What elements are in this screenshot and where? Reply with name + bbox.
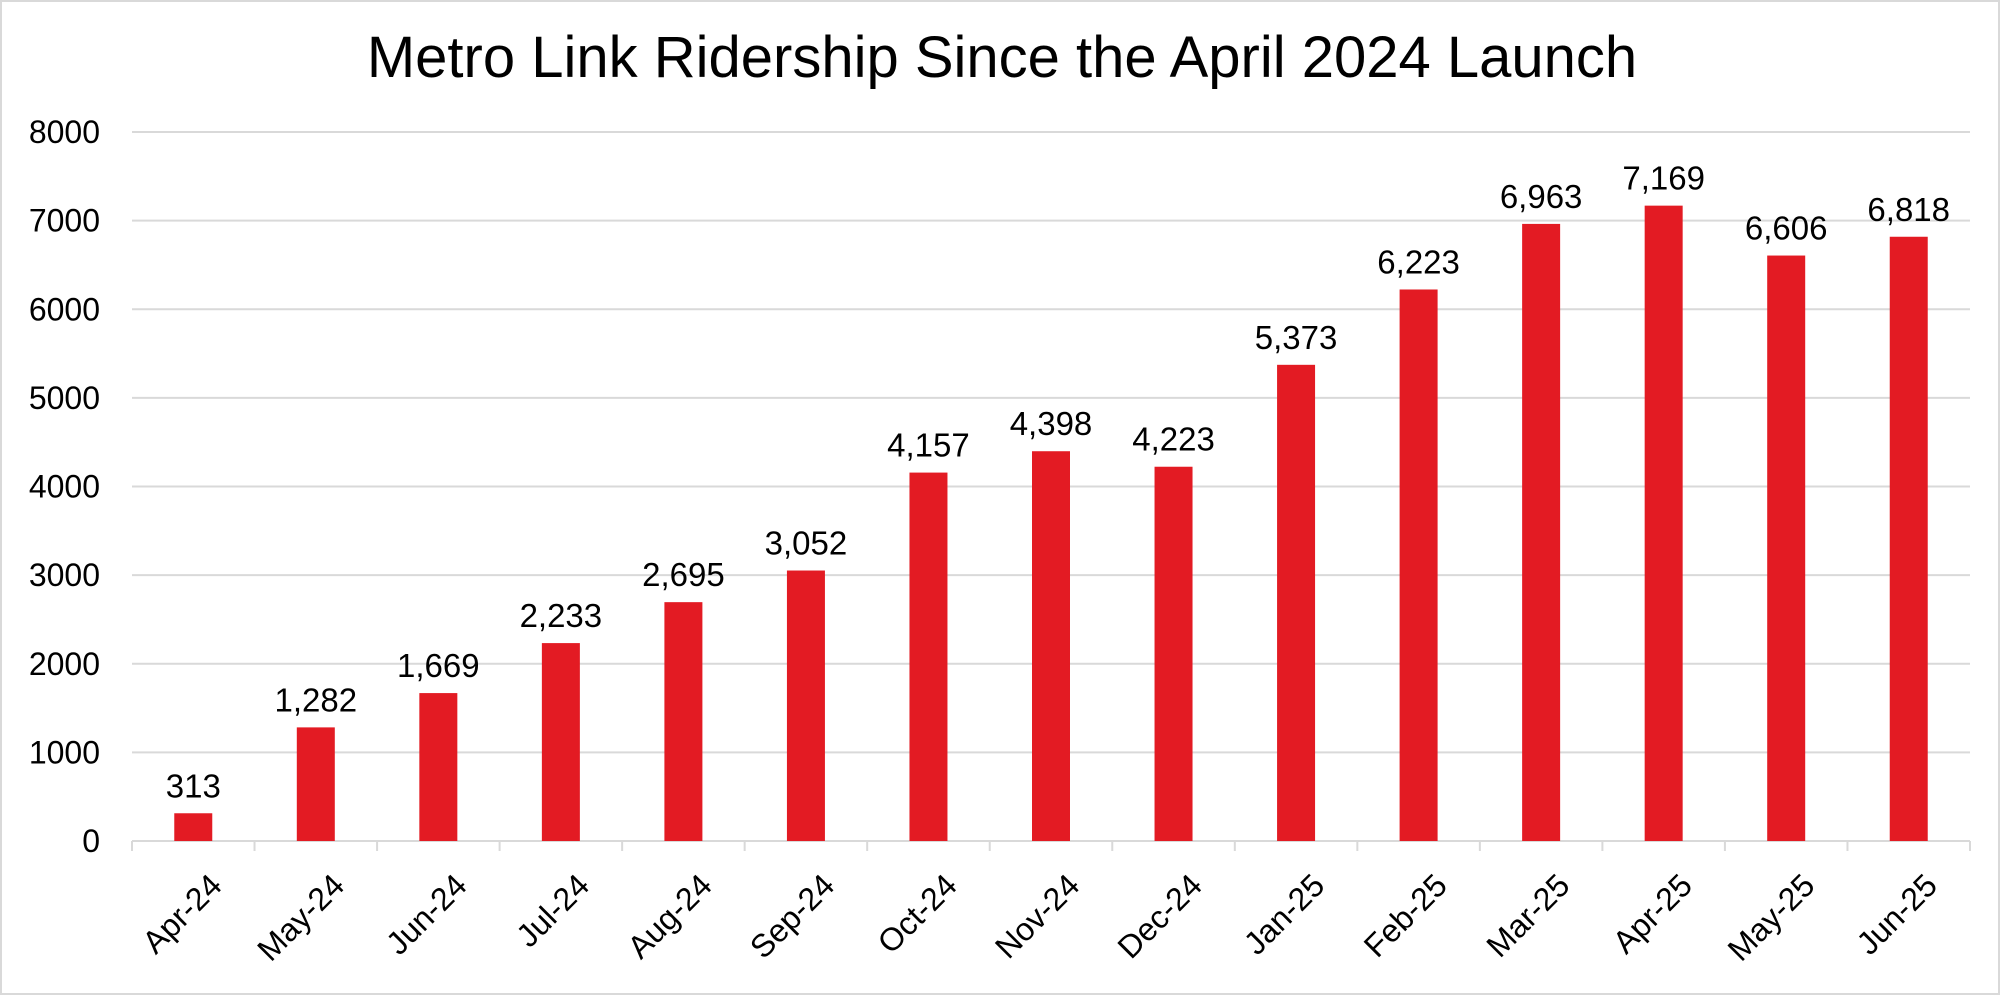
x-tick-label: Feb-25 <box>1357 867 1454 964</box>
bar <box>174 813 213 841</box>
y-tick-label: 8000 <box>29 114 100 150</box>
data-label: 6,818 <box>1867 191 1950 228</box>
data-label: 4,157 <box>887 427 970 464</box>
x-tick-label: May-25 <box>1721 867 1822 968</box>
data-label: 6,223 <box>1377 243 1460 280</box>
x-tick-label: Jul-24 <box>509 867 596 954</box>
bar <box>296 727 335 841</box>
bar <box>541 643 580 841</box>
x-tick-label: Dec-24 <box>1110 867 1208 965</box>
chart-title: Metro Link Ridership Since the April 202… <box>366 25 1638 90</box>
y-tick-labels: 0 1000 2000 3000 4000 5000 6000 7000 8000 <box>29 114 100 859</box>
data-label: 2,233 <box>520 597 603 634</box>
x-tick-label: Apr-25 <box>1606 867 1699 960</box>
x-tick-label: Jun-24 <box>379 867 474 962</box>
y-tick-label: 4000 <box>29 469 100 505</box>
data-label: 1,282 <box>275 681 358 718</box>
bar <box>786 570 825 841</box>
data-label: 6,963 <box>1500 178 1583 215</box>
data-label: 313 <box>166 767 221 804</box>
x-tick-label: Mar-25 <box>1479 867 1576 964</box>
bar <box>1767 255 1806 842</box>
bar <box>664 602 703 841</box>
data-label: 1,669 <box>397 647 480 684</box>
x-tick-label: Jun-25 <box>1849 867 1944 962</box>
x-tick-label: Aug-24 <box>620 867 718 965</box>
x-tick-label: Oct-24 <box>870 867 963 960</box>
x-tick-label: Apr-24 <box>135 867 228 960</box>
x-tick-label: Jan-25 <box>1237 867 1332 962</box>
bars <box>174 205 1928 842</box>
bar <box>419 693 458 841</box>
bar <box>1644 205 1683 842</box>
bar <box>1889 236 1928 841</box>
data-label: 4,398 <box>1010 405 1093 442</box>
x-tick-label: Sep-24 <box>743 867 841 965</box>
x-tick-label: Nov-24 <box>988 867 1086 965</box>
bar <box>1277 364 1316 841</box>
y-tick-label: 0 <box>82 823 100 859</box>
y-tick-label: 5000 <box>29 380 100 416</box>
y-tick-label: 2000 <box>29 646 100 682</box>
y-tick-label: 7000 <box>29 203 100 239</box>
data-label: 3,052 <box>765 525 848 562</box>
bar <box>1522 223 1561 842</box>
x-tick-labels: Apr-24 May-24 Jun-24 Jul-24 Aug-24 Sep-24 Oct-… <box>135 867 1944 968</box>
bar <box>1032 451 1070 841</box>
data-label: 6,606 <box>1745 210 1828 247</box>
data-label: 5,373 <box>1255 319 1338 356</box>
y-tick-label: 1000 <box>29 734 100 770</box>
data-labels: 313 1,282 1,669 2,233 2,695 3,052 4,157 4,398 4,… <box>166 160 1950 805</box>
axes <box>131 840 1971 851</box>
bar <box>909 472 948 841</box>
bar <box>1154 466 1193 841</box>
y-tick-label: 3000 <box>29 557 100 593</box>
data-label: 4,223 <box>1132 421 1215 458</box>
bar <box>1399 289 1438 841</box>
y-tick-label: 6000 <box>29 291 100 327</box>
data-label: 7,169 <box>1622 160 1705 197</box>
x-tick-label: May-24 <box>250 867 351 968</box>
data-label: 2,695 <box>642 556 725 593</box>
